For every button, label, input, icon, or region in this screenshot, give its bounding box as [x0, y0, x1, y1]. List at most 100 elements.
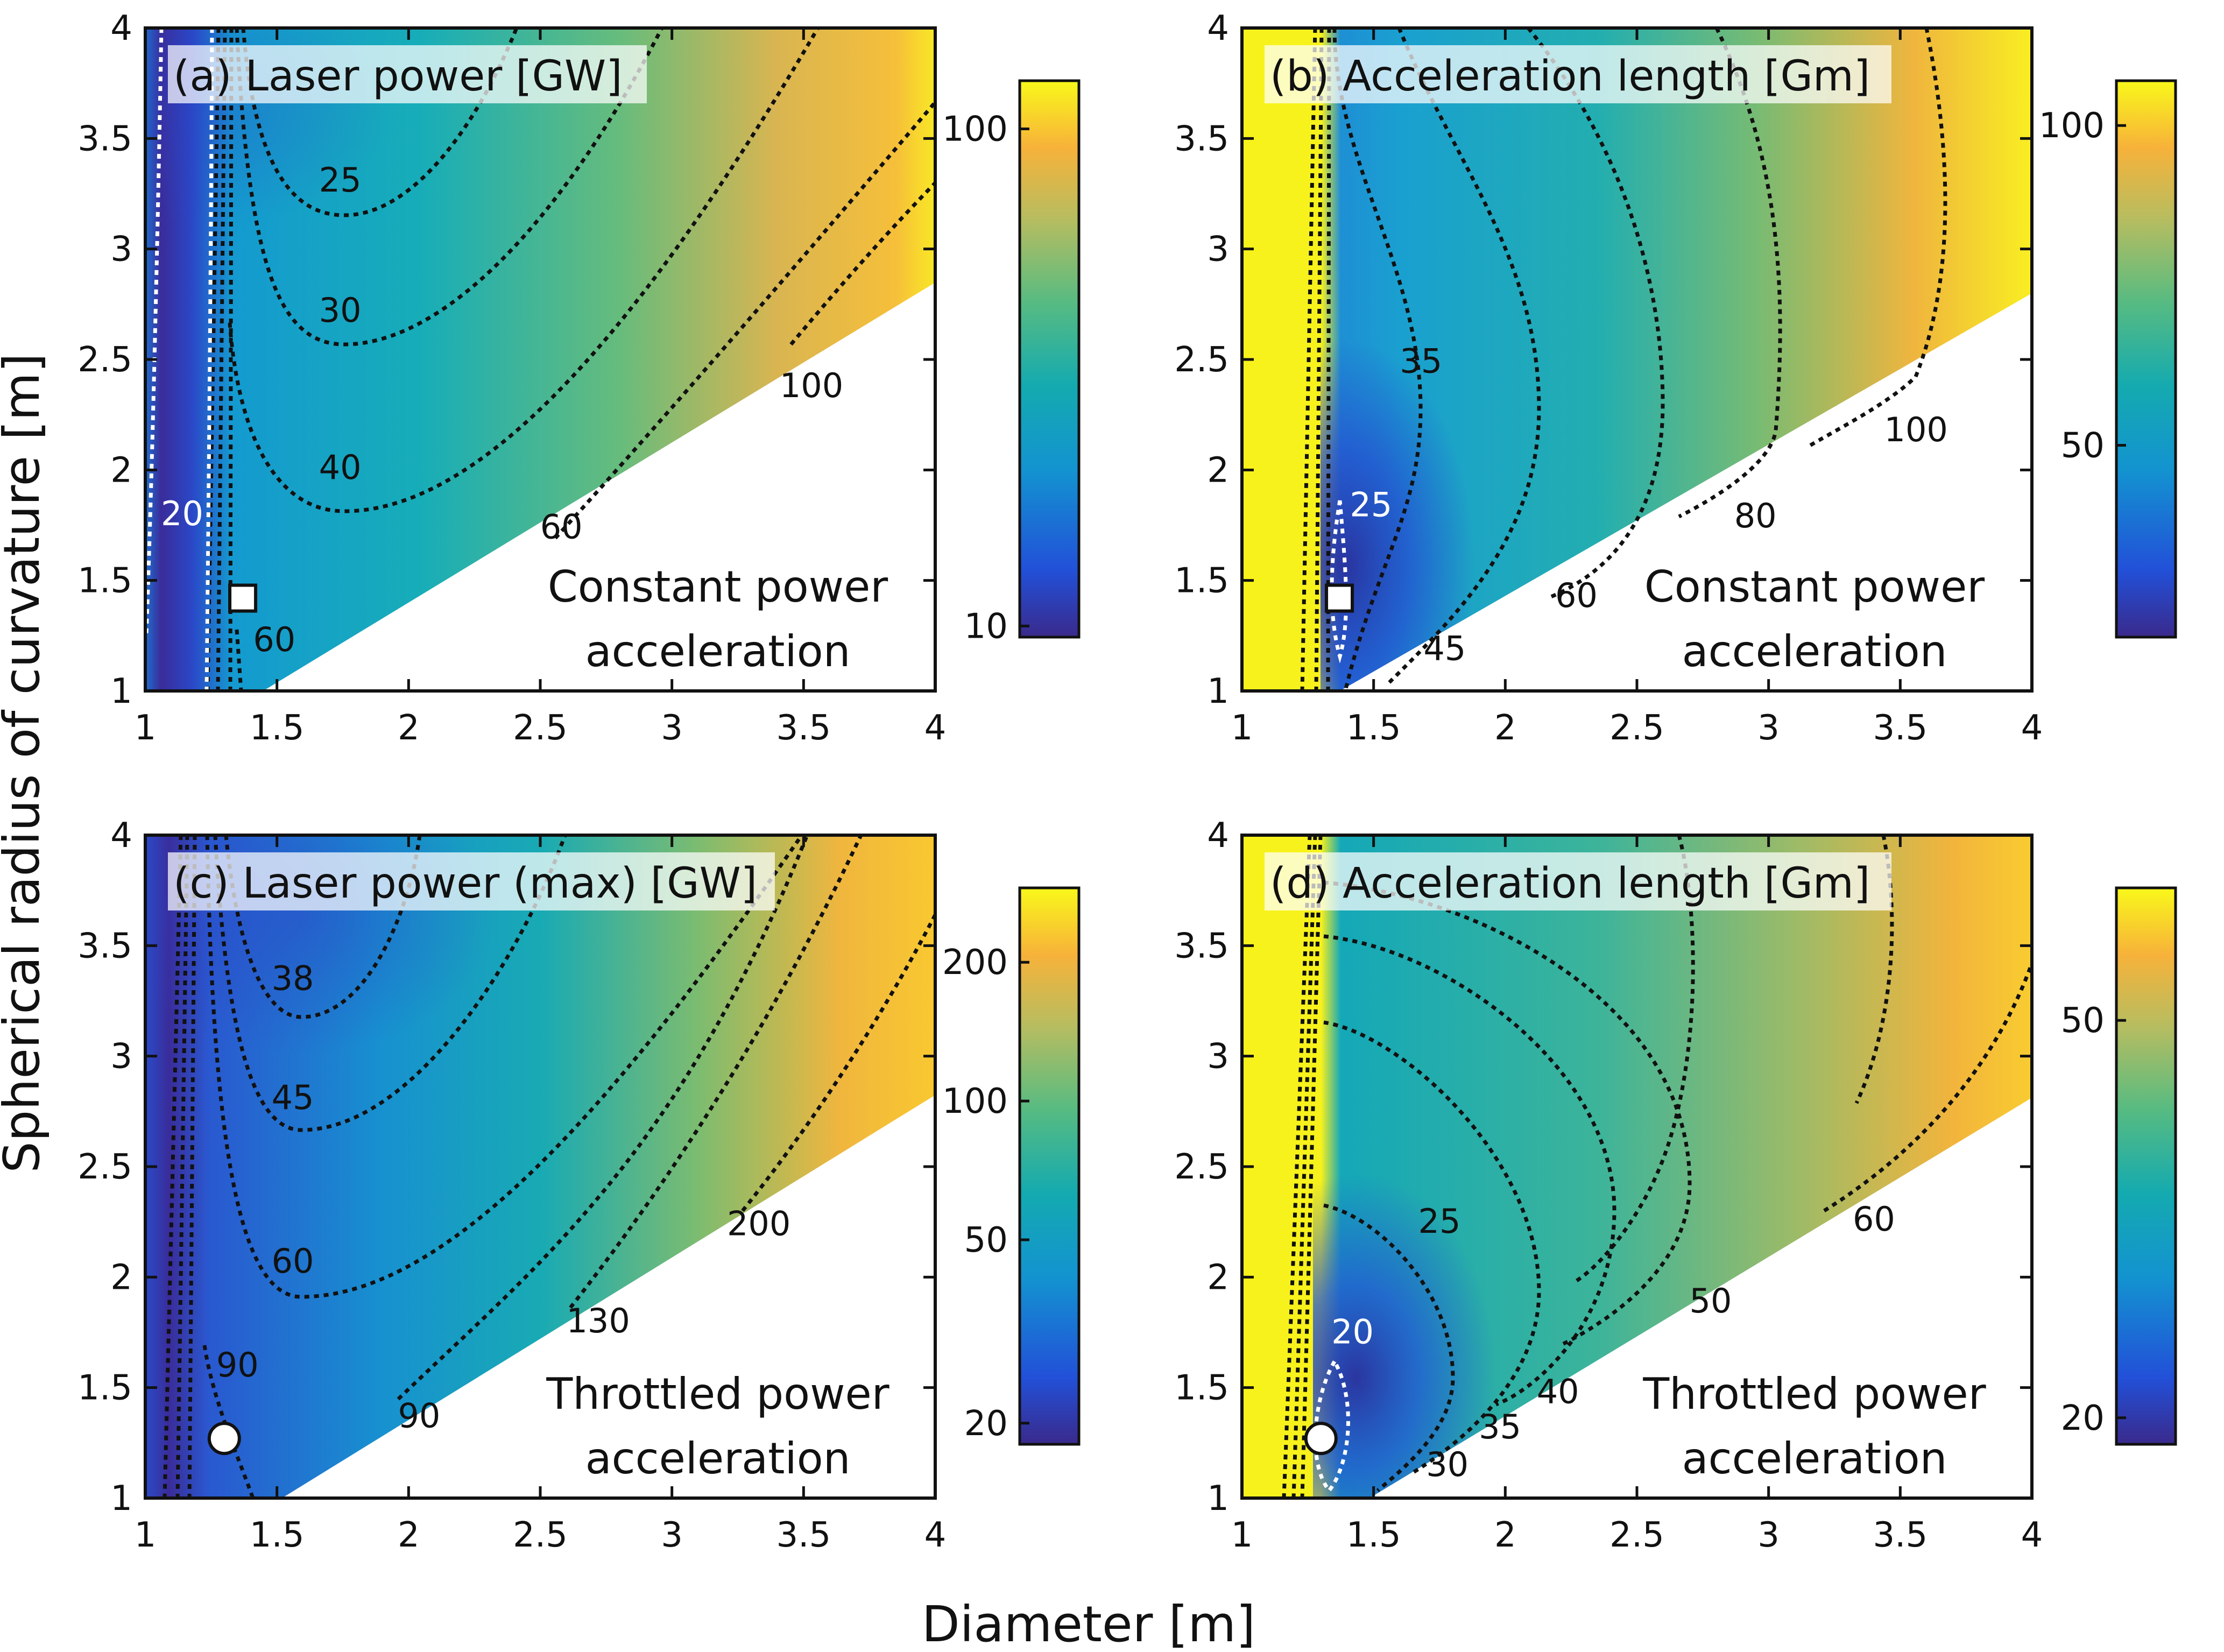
- note-line-1: Throttled power: [1642, 1369, 1986, 1419]
- colorbar-tick-label: 100: [942, 110, 1008, 150]
- colorbar-b: [2115, 79, 2177, 639]
- x-tick-label: 3: [661, 1515, 683, 1555]
- title-box: [168, 45, 647, 103]
- contour-35: [1323, 934, 1616, 1407]
- contour-label: 25: [1350, 485, 1392, 525]
- contour-30: [235, 28, 664, 347]
- optimum-marker-circle: [207, 1422, 241, 1456]
- contour-100: [1807, 28, 1947, 449]
- y-tick-label: 3: [1207, 1037, 1229, 1077]
- contour-60-left: [235, 629, 243, 691]
- y-tick-label: 3.5: [1174, 119, 1229, 159]
- y-tick-label: 3: [1207, 230, 1229, 270]
- note-line-1: Constant power: [1644, 562, 1985, 612]
- contour-45: [1387, 28, 1541, 685]
- contour-label: 45: [272, 1078, 314, 1117]
- panel-title: (c) Laser power (max) [GW]: [173, 859, 757, 908]
- contour-boundary-1: [1300, 835, 1323, 1498]
- note-line-1: Throttled power: [546, 1369, 889, 1419]
- contour-label: 60: [1555, 576, 1598, 615]
- colorbar-tick-label: 50: [2061, 1001, 2105, 1041]
- y-tick-label: 4: [110, 816, 132, 856]
- contour-label: 130: [566, 1301, 630, 1340]
- y-axis-label: Spherical radius of curvature [m]: [0, 353, 51, 1173]
- note-line-1: Constant power: [548, 562, 888, 612]
- x-tick-label: 4: [924, 708, 947, 748]
- x-tick-label: 3.5: [776, 708, 831, 748]
- x-tick-label: 3: [661, 708, 683, 748]
- invalid-region: [282, 1095, 935, 1498]
- contour-label: 20: [1331, 1312, 1374, 1352]
- contour-label: 35: [1400, 342, 1442, 381]
- optimum-marker-square: [228, 583, 258, 613]
- contour-label: 100: [780, 366, 843, 405]
- x-tick-label: 1: [1231, 1515, 1253, 1555]
- contour-40: [1323, 880, 1692, 1347]
- contour-50: [1576, 835, 1695, 1282]
- y-tick-label: 1.5: [77, 1368, 132, 1408]
- x-tick-label: 3: [1757, 708, 1780, 748]
- contour-label: 25: [319, 160, 362, 200]
- panel-title: (b) Acceleration length [Gm]: [1270, 52, 1870, 101]
- contour-60: [1527, 28, 1665, 599]
- contour-boundary-2: [1291, 835, 1317, 1498]
- contour-60: [205, 835, 803, 1299]
- x-tick-label: 4: [2021, 1515, 2043, 1555]
- y-tick-label: 4: [1207, 816, 1229, 856]
- y-tick-label: 1: [110, 1479, 132, 1519]
- contour-label: 40: [319, 448, 362, 487]
- x-tick-label: 1.5: [1346, 1515, 1401, 1555]
- x-tick-label: 4: [924, 1515, 947, 1555]
- title-box: [1265, 852, 1891, 910]
- title-box: [168, 852, 775, 910]
- panel-a: [145, 28, 935, 691]
- colorbar-scale: [1018, 886, 1081, 1446]
- y-tick-label: 2: [1207, 1258, 1229, 1297]
- colorbar-a: [1018, 79, 1081, 639]
- colorbar-tick-label: 100: [942, 1082, 1008, 1121]
- contour-35: [1332, 28, 1423, 691]
- contour-40: [228, 28, 820, 513]
- y-tick-label: 2.5: [1174, 1147, 1229, 1187]
- x-tick-label: 2.5: [1609, 1515, 1664, 1555]
- contour-20-left: [145, 28, 164, 636]
- y-tick-label: 3.5: [1174, 926, 1229, 966]
- contour-label: 20: [161, 494, 203, 533]
- contour-label: 80: [1734, 496, 1777, 535]
- note-line-2: acceleration: [1682, 626, 1947, 676]
- x-tick-label: 2: [1494, 708, 1516, 748]
- colorbar-d: [2115, 886, 2177, 1446]
- x-axis-label: Diameter [m]: [922, 1595, 1255, 1652]
- x-tick-label: 1.5: [250, 1515, 305, 1555]
- contour-90-left: [202, 1345, 255, 1498]
- x-tick-label: 2.5: [513, 1515, 568, 1555]
- y-tick-label: 1: [110, 672, 132, 711]
- contour-boundary-1: [1326, 28, 1331, 691]
- contour-boundary-3: [1300, 28, 1317, 691]
- contour-boundary-3: [1282, 835, 1312, 1498]
- y-tick-label: 2: [110, 1258, 132, 1297]
- colorbar-scale: [2115, 79, 2177, 639]
- note-line-2: acceleration: [585, 626, 851, 676]
- contour-60: [1823, 962, 2032, 1212]
- contour-label: 60: [540, 507, 583, 547]
- y-tick-label: 2.5: [77, 340, 132, 380]
- contour-25: [241, 28, 519, 217]
- contour-boundary-3: [163, 835, 183, 1498]
- y-tick-label: 1: [1207, 672, 1229, 711]
- colorbar-tick-label: 100: [2039, 106, 2105, 146]
- y-tick-label: 3: [110, 1037, 132, 1077]
- x-tick-label: 1: [135, 1515, 157, 1555]
- contour-130: [569, 835, 863, 1309]
- invalid-region: [1340, 293, 2032, 691]
- y-tick-label: 4: [1207, 9, 1229, 48]
- x-tick-label: 1.5: [1346, 708, 1401, 748]
- x-tick-label: 2: [398, 708, 420, 748]
- contour-label: 90: [398, 1396, 440, 1436]
- contour-boundary-2: [216, 28, 227, 691]
- contour-80: [1678, 28, 1782, 519]
- contour-label: 90: [216, 1345, 259, 1385]
- contour-25: [1330, 500, 1348, 663]
- y-tick-label: 3.5: [77, 119, 132, 159]
